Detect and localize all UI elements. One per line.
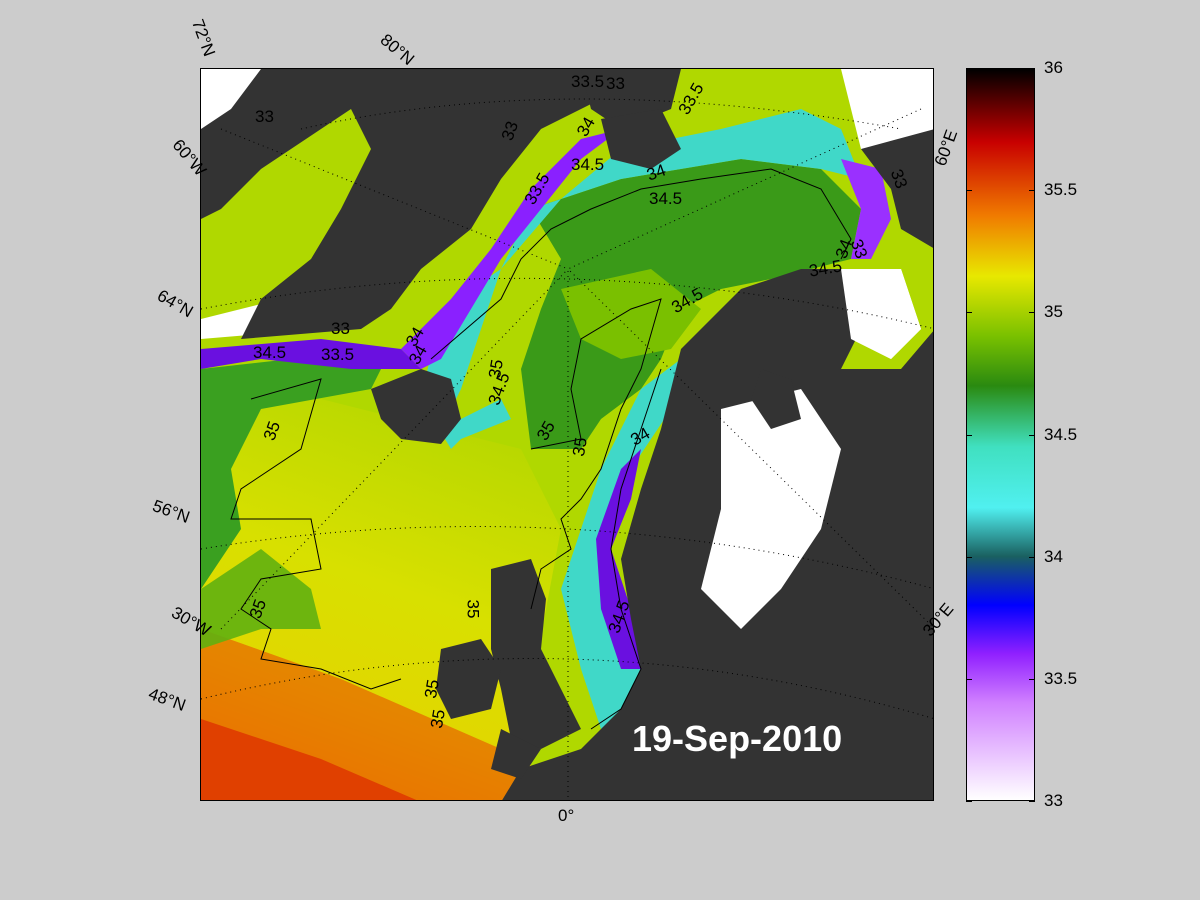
contour-label: 33: [331, 319, 350, 338]
lat-label-64n: 64°N: [154, 285, 197, 322]
lat-label-48n: 48°N: [146, 684, 189, 715]
colorbar-tick-mark: [1029, 190, 1035, 192]
colorbar-tick-mark: [966, 312, 972, 314]
colorbar-tick-label: 35: [1044, 302, 1063, 322]
lat-line-56: [201, 526, 933, 589]
norway-coast-purple: [596, 449, 641, 669]
contour-label: 33.5: [321, 345, 355, 364]
contour-label: 35: [568, 435, 591, 458]
lat-label-72n: 72°N: [188, 16, 219, 59]
arctic-front-cyan: [421, 109, 861, 449]
contour-label: 33: [255, 107, 274, 126]
lon-label-0: 0°: [558, 806, 575, 825]
colorbar-tick-mark: [966, 801, 972, 802]
greenland-coast-purple: [401, 129, 621, 369]
contour-label: 34.5: [649, 189, 683, 208]
iceland-land: [371, 369, 461, 444]
graticule: [201, 98, 933, 800]
baltic-overlay: [701, 389, 841, 629]
colorbar-tick-mark: [1029, 556, 1035, 558]
lat-label-80n: 80°N: [376, 30, 418, 70]
colorbar-tick-mark: [1029, 801, 1035, 802]
date-label: 19-Sep-2010: [632, 718, 843, 759]
colorbar-tick-mark: [1029, 312, 1035, 314]
white-sea-overlay: [841, 269, 921, 359]
barents-purple: [841, 159, 891, 259]
colorbar-tick-mark: [1029, 434, 1035, 436]
colorbar-tick-mark: [966, 556, 972, 558]
contour-label: 33.5: [571, 72, 605, 91]
colorbar-tick-mark: [1029, 678, 1035, 680]
labrador-green-band: [201, 359, 381, 589]
lon-label-60e: 60°E: [930, 127, 962, 169]
contour-label: 34.5: [253, 343, 287, 362]
colorbar-tick-mark: [966, 434, 972, 436]
atlantic-red-zone: [201, 719, 417, 800]
contour-34-5-north: [430, 168, 852, 360]
contour-35-central: [530, 298, 662, 610]
colorbar: [966, 68, 1035, 801]
contour-lines: [230, 168, 852, 730]
contour-label: 35: [420, 677, 443, 700]
map-canvas: [201, 69, 933, 800]
novaya-zemlya-land: [861, 129, 933, 248]
colorbar-tick-mark: [966, 190, 972, 192]
brittany-land: [491, 729, 541, 779]
lon-line-30e: [567, 268, 933, 628]
colorbar-tick-label: 34: [1044, 546, 1063, 566]
norwegian-coastal-cyan: [561, 359, 681, 729]
svalbard-south-land: [601, 109, 681, 169]
contour-label: 35: [426, 707, 449, 730]
colorbar-tick-mark: [1029, 68, 1035, 69]
colorbar-tick-mark: [966, 68, 972, 69]
contour-label: 35: [463, 599, 483, 619]
colorbar-tick-mark: [966, 678, 972, 680]
contour-label: 33: [606, 74, 625, 93]
lat-label-56n: 56°N: [150, 496, 193, 527]
salinity-map: 33 33.5 33 33.5 33 34 34.5 34 34.5 33.5 …: [200, 68, 934, 801]
colorbar-tick-label: 33: [1044, 791, 1063, 810]
contour-label: 34.5: [571, 155, 605, 174]
nordic-seas-lightgreen: [561, 269, 701, 359]
iceland-cyan: [441, 399, 511, 449]
lon-line-30w: [220, 268, 569, 630]
finland-land: [751, 369, 801, 429]
contour-34-5-norway: [590, 368, 662, 730]
colorbar-tick-label: 35.5: [1044, 180, 1078, 200]
lat-line-72: [300, 98, 902, 130]
denmark-strait-purple: [201, 339, 421, 369]
great-britain-land: [491, 559, 581, 749]
colorbar-tick-label: 34.5: [1044, 424, 1078, 444]
greenland-land: [201, 69, 661, 339]
ireland-land: [436, 639, 501, 719]
lat-line-48: [201, 658, 933, 719]
colorbar-tick-label: 36: [1044, 58, 1063, 77]
colorbar-tick-label: 33.5: [1044, 668, 1078, 688]
contour-35-west: [230, 378, 402, 690]
